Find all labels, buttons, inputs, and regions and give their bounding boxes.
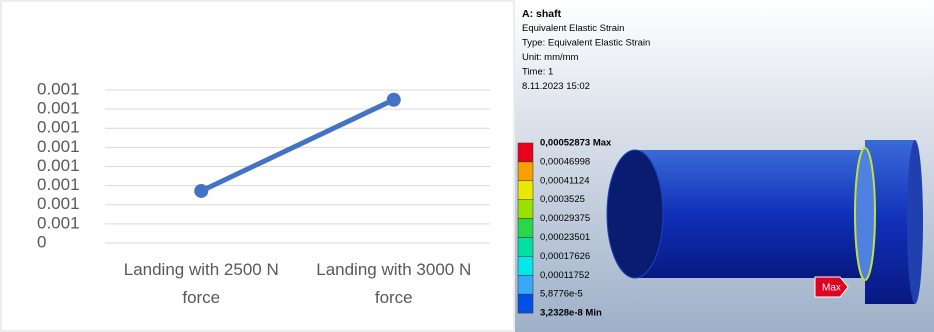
legend-swatch: [518, 219, 533, 238]
legend-label: 0,00011752: [540, 270, 590, 281]
legend-label: 0,00052873 Max: [540, 138, 612, 149]
legend-label: 5,8776e-5: [540, 289, 583, 300]
legend-swatch: [518, 200, 533, 219]
legend-swatch: [518, 294, 533, 313]
legend-swatch: [518, 162, 533, 181]
legend-swatch: [518, 181, 533, 200]
legend-label: 0,00017626: [540, 251, 590, 262]
legend-swatch: [518, 143, 533, 162]
max-marker: Max: [822, 283, 841, 294]
legend-label: 0,00046998: [540, 156, 590, 167]
legend-swatch: [518, 256, 533, 275]
y-tick-label: 0.001: [37, 156, 80, 175]
header-line: Unit: mm/mm: [522, 52, 579, 63]
header-line: A: shaft: [522, 8, 562, 20]
point: [194, 184, 208, 198]
legend-swatch: [518, 275, 533, 294]
y-tick-label: 0.001: [37, 137, 80, 156]
header-line: Equivalent Elastic Strain: [522, 23, 624, 34]
legend-label: 0,00041124: [540, 175, 590, 186]
x-tick-label: Landing with 2500 N force: [106, 256, 296, 312]
legend-label: 3,2328e-8 Min: [540, 308, 602, 319]
y-tick-label: 0.001: [37, 118, 80, 137]
header-line: 8.11.2023 15:02: [522, 81, 590, 92]
header-line: Time: 1: [522, 67, 553, 78]
y-tick-label: 0.001: [37, 213, 80, 232]
y-tick-label: 0.001: [37, 175, 80, 194]
point: [387, 93, 401, 107]
y-tick-label: 0.001: [37, 194, 80, 213]
legend-label: 0,0003525: [540, 194, 585, 205]
legend-swatch: [518, 238, 533, 257]
y-tick-label: 0.001: [37, 79, 80, 98]
legend-label: 0,00029375: [540, 213, 590, 224]
y-tick-label: 0.001: [37, 99, 80, 118]
page: 00.0010.0010.0010.0010.0010.0010.0010.00…: [0, 0, 934, 332]
x-tick-label: Landing with 3000 N force: [299, 256, 489, 312]
header-line: Type: Equivalent Elastic Strain: [522, 38, 650, 49]
legend-label: 0,00023501: [540, 232, 590, 243]
y-tick-label: 0: [37, 232, 46, 251]
